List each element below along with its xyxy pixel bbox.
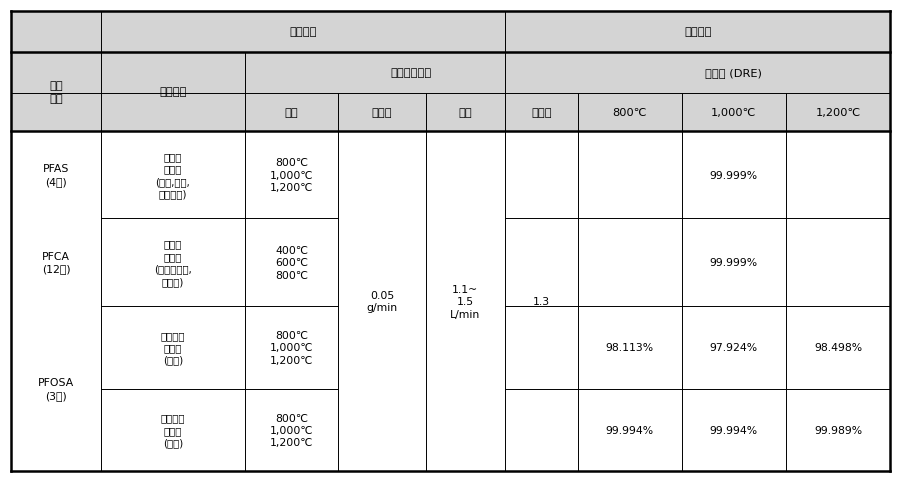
Text: 소화약제
폐기물
(분말): 소화약제 폐기물 (분말) <box>160 330 186 365</box>
Bar <box>11 94 890 132</box>
Text: PFCA
(12종): PFCA (12종) <box>41 252 70 274</box>
Text: PFAS
(4종): PFAS (4종) <box>43 164 69 187</box>
Text: 온도: 온도 <box>285 108 298 118</box>
Text: 발수제
폐기물
(비옷,가방,
아웃도어): 발수제 폐기물 (비옷,가방, 아웃도어) <box>156 152 190 199</box>
Text: 1.1~
1.5
L/min: 1.1~ 1.5 L/min <box>450 284 480 319</box>
Text: 1,200℃: 1,200℃ <box>815 108 860 118</box>
Text: 연구결과: 연구결과 <box>684 27 712 37</box>
Bar <box>11 12 890 53</box>
Text: 유량: 유량 <box>459 108 472 118</box>
Text: 연구방법: 연구방법 <box>289 27 317 37</box>
Text: 98.498%: 98.498% <box>814 343 862 352</box>
Text: 시료선정: 시료선정 <box>159 87 187 97</box>
Bar <box>11 389 890 471</box>
Text: 800℃
1,000℃
1,200℃: 800℃ 1,000℃ 1,200℃ <box>269 158 314 192</box>
Text: 800℃
1,000℃
1,200℃: 800℃ 1,000℃ 1,200℃ <box>269 330 314 365</box>
Text: 99.989%: 99.989% <box>814 425 862 435</box>
Text: 열적처리조건: 열적처리조건 <box>390 68 432 78</box>
Bar <box>11 219 890 306</box>
Text: 97.924%: 97.924% <box>710 343 758 352</box>
Text: 1,000℃: 1,000℃ <box>711 108 757 118</box>
Text: 1.3: 1.3 <box>532 297 550 307</box>
Text: 투입량: 투입량 <box>371 108 392 118</box>
Text: 코팅제
폐기물
(일회용접시,
종이컵): 코팅제 폐기물 (일회용접시, 종이컵) <box>154 239 192 286</box>
Text: 98.113%: 98.113% <box>605 343 654 352</box>
Bar <box>11 53 890 94</box>
Text: 99.999%: 99.999% <box>710 170 758 180</box>
Text: 0.05
g/min: 0.05 g/min <box>367 290 397 312</box>
Text: 소화약제
폐기물
(액상): 소화약제 폐기물 (액상) <box>160 413 186 447</box>
Text: 800℃: 800℃ <box>613 108 647 118</box>
Bar <box>11 306 890 394</box>
Text: 800℃
1,000℃
1,200℃: 800℃ 1,000℃ 1,200℃ <box>269 413 314 447</box>
Text: 공기비: 공기비 <box>531 108 551 118</box>
Text: 분해율 (DRE): 분해율 (DRE) <box>705 68 762 78</box>
Text: 분석
물질: 분석 물질 <box>50 81 63 104</box>
Text: 400℃
600℃
800℃: 400℃ 600℃ 800℃ <box>275 245 308 280</box>
Bar <box>11 471 890 480</box>
Text: PFOSA
(3종): PFOSA (3종) <box>38 378 74 400</box>
Text: 99.999%: 99.999% <box>710 258 758 267</box>
Text: 99.994%: 99.994% <box>605 425 654 435</box>
Text: 99.994%: 99.994% <box>710 425 758 435</box>
